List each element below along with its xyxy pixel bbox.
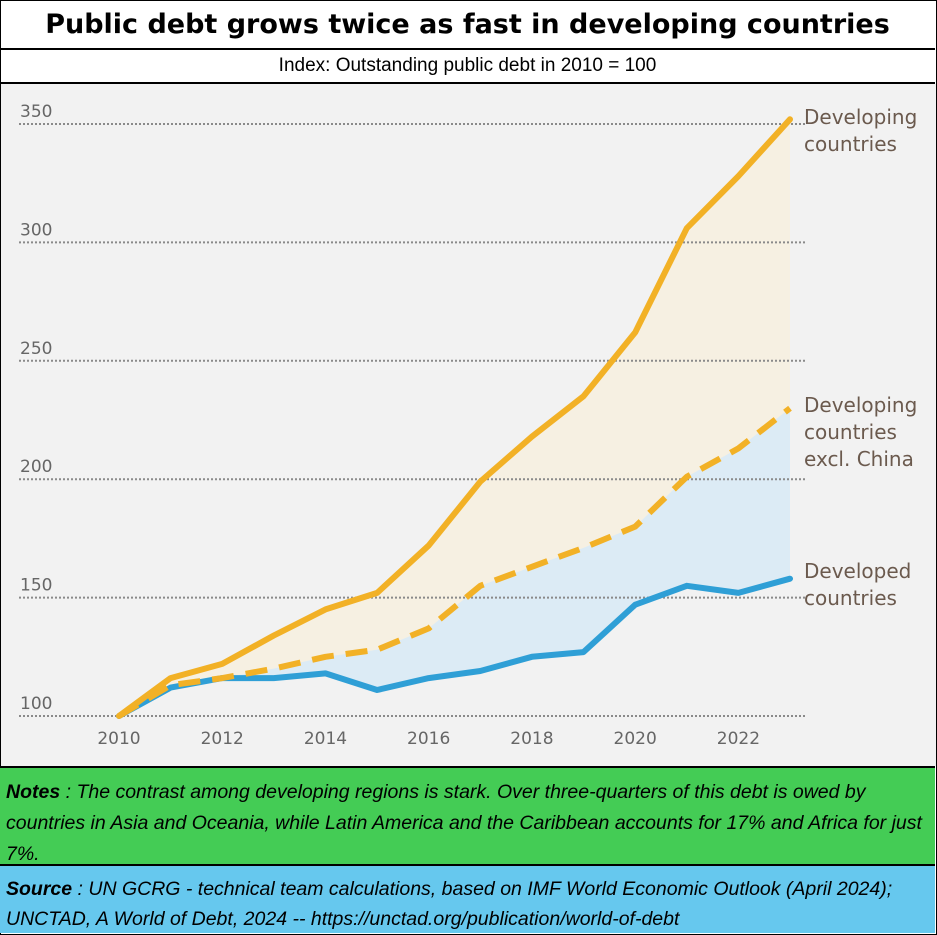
data-point-s2-2010 — [116, 713, 122, 719]
data-point-s0-2018 — [529, 434, 535, 440]
data-point-s1-2014 — [322, 654, 328, 660]
series-label-2-line-1: countries — [804, 586, 897, 610]
data-point-s1-2020 — [632, 524, 638, 530]
y-tick-label-250: 250 — [20, 339, 52, 359]
data-point-s1-2018 — [529, 564, 535, 570]
data-point-s0-2020 — [632, 329, 638, 335]
data-point-s1-2015 — [374, 647, 380, 653]
data-point-s1-2017 — [477, 583, 483, 589]
y-tick-label-350: 350 — [20, 102, 52, 122]
data-point-s0-2023 — [787, 116, 793, 122]
data-point-s0-2019 — [581, 393, 587, 399]
data-point-s0-2011 — [168, 675, 174, 681]
data-point-s2-2023 — [787, 576, 793, 582]
area-fill-lower — [119, 408, 790, 716]
y-tick-label-300: 300 — [20, 220, 52, 240]
source-label: Source — [6, 878, 73, 900]
x-tick-label-2018: 2018 — [510, 729, 553, 749]
chart-title: Public debt grows twice as fast in devel… — [0, 0, 935, 50]
data-point-s1-2022 — [735, 445, 741, 451]
series-label-1-line-0: Developing — [804, 393, 917, 417]
data-point-s0-2013 — [271, 632, 277, 638]
notes-box: Notes : The contrast among developing re… — [0, 766, 935, 866]
notes-label: Notes — [6, 781, 61, 803]
y-tick-label-200: 200 — [20, 457, 52, 477]
x-tick-label-2014: 2014 — [304, 729, 347, 749]
series-label-1-line-2: excl. China — [804, 447, 914, 471]
source-text: : UN GCRG - technical team calculations,… — [6, 878, 893, 930]
data-point-s1-2021 — [684, 474, 690, 480]
chart-area: 100 150 200 250 300 350 2010 2012 2014 2016 2018 20… — [1, 84, 936, 766]
series-line-developing-excl-china — [117, 405, 792, 719]
x-tick-label-2010: 2010 — [97, 729, 140, 749]
series-line-developing-countries — [116, 116, 793, 719]
x-tick-label-2020: 2020 — [614, 729, 657, 749]
data-point-s2-2020 — [632, 602, 638, 608]
series-label-2-line-0: Developed — [804, 559, 911, 583]
data-point-s2-2014 — [322, 670, 328, 676]
x-tick-label-2022: 2022 — [717, 729, 760, 749]
data-point-s2-2012 — [219, 675, 225, 681]
data-point-s0-2012 — [219, 661, 225, 667]
data-point-s2-2019 — [581, 649, 587, 655]
line-chart: 100 150 200 250 300 350 2010 2012 2014 2016 2018 20… — [1, 84, 936, 766]
data-point-s2-2016 — [426, 675, 432, 681]
data-point-s0-2017 — [477, 479, 483, 485]
data-point-s2-2015 — [374, 687, 380, 693]
data-point-s0-2021 — [684, 225, 690, 231]
y-tick-label-150: 150 — [20, 576, 52, 596]
data-point-s0-2022 — [735, 173, 741, 179]
data-point-s2-2017 — [477, 668, 483, 674]
data-point-s2-2018 — [529, 654, 535, 660]
data-point-s2-2021 — [684, 583, 690, 589]
y-tick-label-100: 100 — [20, 694, 52, 714]
x-tick-label-2016: 2016 — [407, 729, 450, 749]
data-point-s2-2011 — [168, 685, 174, 691]
series-label-1-line-1: countries — [804, 420, 897, 444]
source-box: Source : UN GCRG - technical team calcul… — [0, 866, 935, 933]
chart-subtitle: Index: Outstanding public debt in 2010 =… — [0, 50, 935, 84]
data-point-s0-2014 — [322, 606, 328, 612]
data-point-s1-2016 — [426, 625, 432, 631]
data-point-s0-2016 — [426, 543, 432, 549]
data-point-s2-2022 — [735, 590, 741, 596]
data-point-s1-2023 — [787, 405, 793, 411]
data-point-s2-2013 — [271, 675, 277, 681]
notes-text: : The contrast among developing regions … — [6, 781, 922, 865]
data-point-s0-2015 — [374, 590, 380, 596]
data-point-s1-2019 — [581, 545, 587, 551]
series-label-0-line-1: countries — [804, 132, 897, 156]
series-label-0-line-0: Developing — [804, 105, 917, 129]
x-tick-label-2012: 2012 — [201, 729, 244, 749]
data-point-s1-2013 — [271, 666, 277, 672]
